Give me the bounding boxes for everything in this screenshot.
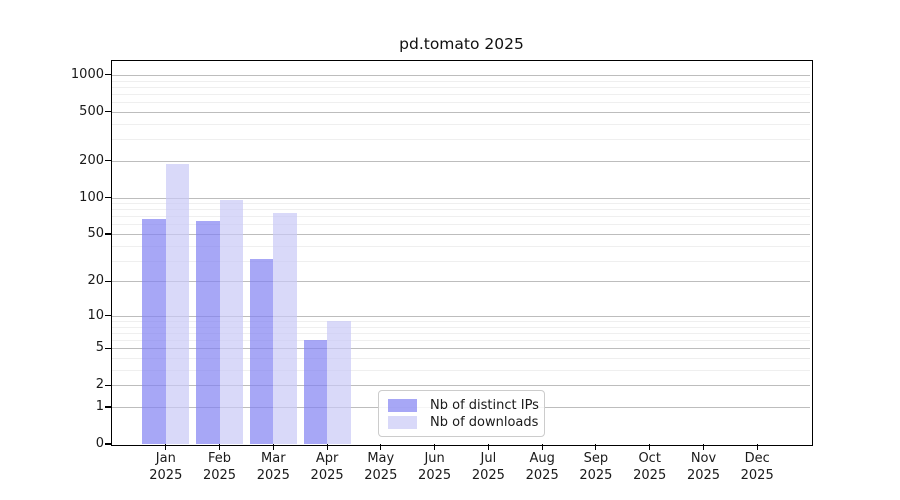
y-tick xyxy=(105,74,111,76)
y-tick xyxy=(105,315,111,317)
bar-downloads xyxy=(273,213,297,444)
y-tick xyxy=(105,280,111,282)
gridline-minor xyxy=(112,224,810,226)
gridline-minor xyxy=(112,216,810,218)
gridline-minor xyxy=(112,203,810,204)
gridline-major xyxy=(112,111,810,113)
bar-downloads xyxy=(219,200,243,444)
gridline-major xyxy=(112,234,810,235)
x-tick-label: Jun 2025 xyxy=(418,451,452,483)
y-tick-label: 500 xyxy=(79,103,104,119)
chart-title: pd.tomato 2025 xyxy=(399,35,524,53)
x-tick xyxy=(434,444,436,450)
x-tick-label: May 2025 xyxy=(364,451,398,483)
gridline-minor xyxy=(112,260,810,262)
gridline-minor xyxy=(112,86,810,88)
x-tick xyxy=(756,444,758,450)
y-tick-label: 1 xyxy=(95,399,104,414)
x-tick xyxy=(487,444,489,450)
y-tick-label: 20 xyxy=(87,273,104,289)
gridline-minor xyxy=(112,332,810,334)
x-tick-label: Oct 2025 xyxy=(633,451,667,483)
y-tick-label: 1000 xyxy=(70,66,104,82)
legend-item: Nb of downloads xyxy=(388,414,539,431)
gridline-minor xyxy=(112,102,810,104)
gridline-major xyxy=(112,281,810,283)
x-tick-label: Aug 2025 xyxy=(525,451,559,483)
x-tick-label: Apr 2025 xyxy=(310,451,344,483)
legend: Nb of distinct IPs Nb of downloads xyxy=(378,390,545,437)
y-tick-label: 200 xyxy=(79,152,104,168)
bar-distinct-ips xyxy=(196,221,220,444)
x-tick-label: Feb 2025 xyxy=(202,451,237,483)
gridline-major xyxy=(112,197,810,199)
y-tick xyxy=(105,406,111,408)
y-tick-label: 5 xyxy=(95,340,104,356)
y-tick xyxy=(105,111,111,113)
gridline-minor xyxy=(112,94,810,95)
bar-downloads xyxy=(165,164,190,444)
gridline-major xyxy=(112,348,810,350)
x-tick-label: Mar 2025 xyxy=(256,451,290,483)
x-tick xyxy=(702,444,705,450)
x-tick xyxy=(541,444,543,450)
gridline-minor xyxy=(112,321,810,322)
x-tick-label: Dec 2025 xyxy=(740,451,774,483)
y-tick xyxy=(105,384,111,386)
x-tick xyxy=(380,444,382,450)
gridline-minor xyxy=(112,369,810,371)
x-tick-label: Nov 2025 xyxy=(686,451,721,483)
legend-swatch-downloads xyxy=(388,416,417,429)
legend-item: Nb of distinct IPs xyxy=(388,397,539,414)
gridline-major xyxy=(112,74,810,76)
legend-label: Nb of distinct IPs xyxy=(430,398,539,413)
gridline-minor xyxy=(112,326,810,328)
y-tick xyxy=(105,160,111,162)
legend-label: Nb of downloads xyxy=(430,415,539,430)
bar-distinct-ips xyxy=(142,218,166,444)
bar-distinct-ips xyxy=(249,258,274,444)
y-tick-label: 100 xyxy=(79,189,104,205)
y-tick xyxy=(105,196,111,199)
y-tick-label: 10 xyxy=(87,307,104,323)
x-tick xyxy=(326,444,328,450)
y-tick xyxy=(105,347,111,349)
x-tick xyxy=(595,444,597,450)
x-tick-label: Jan 2025 xyxy=(149,451,183,483)
gridline-minor xyxy=(112,209,810,211)
y-tick xyxy=(105,443,111,445)
y-tick-label: 2 xyxy=(95,377,104,393)
legend-swatch-distinct-ips xyxy=(388,399,417,412)
gridline-minor xyxy=(112,139,810,141)
gridline-minor xyxy=(112,80,810,82)
x-tick xyxy=(649,444,651,450)
bar-downloads xyxy=(327,321,351,444)
x-tick xyxy=(272,444,274,450)
gridline-minor xyxy=(112,358,810,359)
gridline-major xyxy=(112,315,810,317)
gridline-minor xyxy=(112,245,810,247)
bar-distinct-ips xyxy=(303,340,328,444)
y-tick xyxy=(105,233,111,235)
y-tick-label: 0 xyxy=(95,436,104,451)
y-tick-label: 50 xyxy=(87,226,104,241)
gridline-minor xyxy=(112,123,810,125)
x-tick-label: Sep 2025 xyxy=(579,451,613,483)
x-tick xyxy=(218,444,221,450)
gridline-major xyxy=(112,385,810,387)
x-tick-label: Jul 2025 xyxy=(471,451,505,483)
gridline-major xyxy=(112,160,810,162)
gridline-minor xyxy=(112,340,810,342)
x-tick xyxy=(165,444,167,450)
